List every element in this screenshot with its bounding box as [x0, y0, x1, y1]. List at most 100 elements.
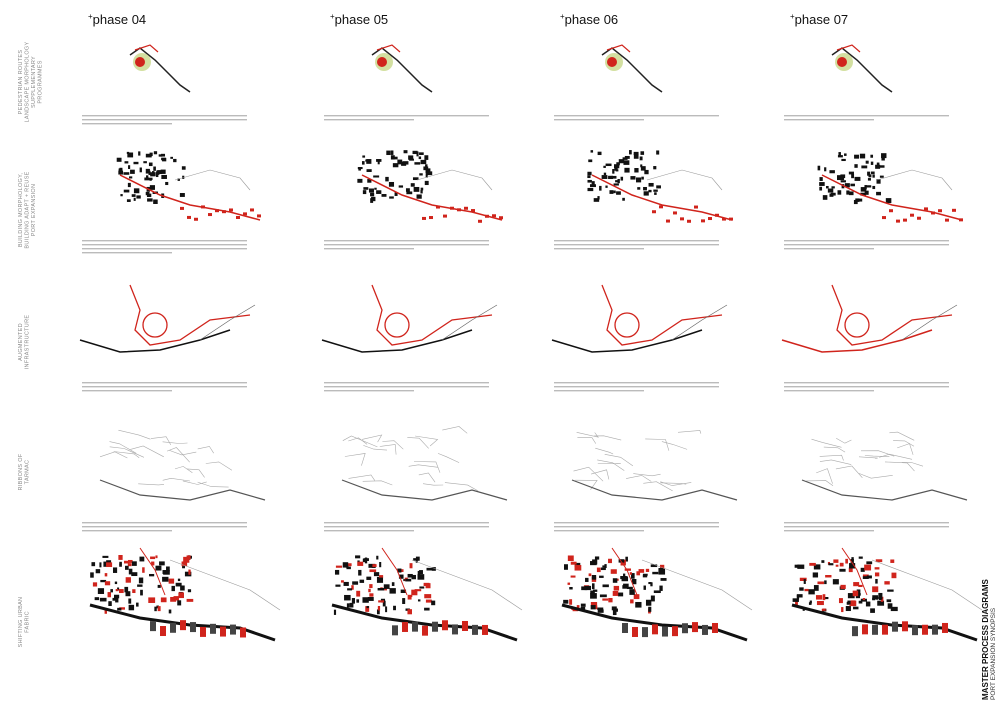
building: [840, 180, 846, 183]
fabric: [369, 593, 374, 597]
building: [118, 168, 123, 174]
street: [344, 453, 366, 466]
port-building: [917, 216, 921, 220]
fabric: [177, 578, 181, 582]
street: [166, 447, 190, 463]
building: [418, 156, 422, 160]
fabric: [340, 580, 344, 583]
building: [868, 174, 872, 178]
phase-mark: +: [88, 12, 93, 21]
building: [181, 166, 186, 170]
fabric: [342, 562, 349, 568]
building: [587, 171, 592, 176]
building: [402, 161, 409, 165]
building: [838, 152, 841, 157]
fabric: [877, 600, 885, 606]
caption-line: [554, 390, 644, 392]
road: [646, 169, 723, 191]
building: [390, 150, 394, 155]
fabric: [590, 605, 596, 610]
fabric: [795, 601, 798, 607]
fabric: [405, 578, 412, 582]
building: [390, 155, 395, 160]
building: [144, 177, 150, 181]
fabric: [584, 585, 592, 591]
fabric: [367, 597, 374, 601]
building: [817, 165, 821, 171]
fabric: [617, 592, 624, 597]
street: [645, 438, 670, 451]
caption-line: [324, 530, 414, 532]
street: [169, 450, 197, 456]
phase-mark: +: [790, 12, 795, 21]
building: [859, 153, 866, 159]
street: [174, 466, 193, 474]
fabric: [825, 575, 832, 578]
street: [182, 480, 207, 485]
fabric: [160, 597, 167, 603]
building: [850, 183, 855, 187]
fabric: [796, 594, 803, 598]
fabric: [180, 585, 185, 591]
fabric: [415, 556, 420, 561]
port-building: [729, 217, 733, 221]
fabric: [569, 586, 573, 590]
fabric: [366, 605, 369, 609]
building: [879, 175, 884, 178]
fabric: [166, 566, 170, 572]
port-building: [236, 215, 240, 219]
building: [643, 186, 647, 191]
port-building: [687, 219, 691, 223]
fabric: [352, 581, 359, 585]
fabric: [417, 570, 421, 577]
fabric: [623, 583, 629, 588]
fabric: [415, 559, 418, 563]
fabric: [875, 559, 883, 563]
fabric: [424, 607, 430, 611]
caption-line: [554, 240, 719, 242]
port-building: [257, 214, 261, 218]
port-building: [429, 216, 433, 220]
phase-label: phase 04: [93, 12, 147, 27]
building: [160, 169, 166, 174]
caption-line: [784, 240, 949, 242]
street: [897, 443, 914, 455]
quay: [902, 621, 908, 632]
fabric: [799, 577, 807, 581]
junction: [844, 312, 870, 338]
building: [644, 169, 649, 175]
fabric: [118, 589, 124, 594]
fabric: [366, 576, 372, 580]
street: [597, 459, 625, 471]
building: [840, 175, 845, 181]
programme: [837, 57, 847, 67]
fabric: [419, 570, 423, 575]
fabric: [890, 606, 898, 612]
fabric: [334, 569, 340, 575]
building: [865, 160, 869, 164]
building: [133, 188, 140, 194]
building: [872, 174, 875, 178]
fabric: [809, 562, 816, 566]
building: [819, 182, 825, 186]
caption-line: [554, 382, 719, 384]
fabric: [847, 593, 855, 599]
fabric: [870, 608, 875, 613]
street: [661, 441, 688, 450]
fabric: [154, 606, 157, 612]
street: [205, 461, 233, 471]
street: [407, 437, 429, 449]
street: [591, 469, 610, 480]
quay: [160, 626, 166, 637]
quay: [882, 624, 888, 635]
fabric: [119, 607, 125, 610]
fabric: [138, 577, 144, 584]
building: [591, 181, 595, 186]
fabric: [590, 601, 598, 607]
fabric: [858, 584, 863, 588]
building: [865, 185, 872, 188]
infra-black: [781, 329, 933, 353]
caption-line: [324, 526, 489, 528]
fabric: [612, 609, 617, 616]
fabric: [171, 585, 175, 592]
